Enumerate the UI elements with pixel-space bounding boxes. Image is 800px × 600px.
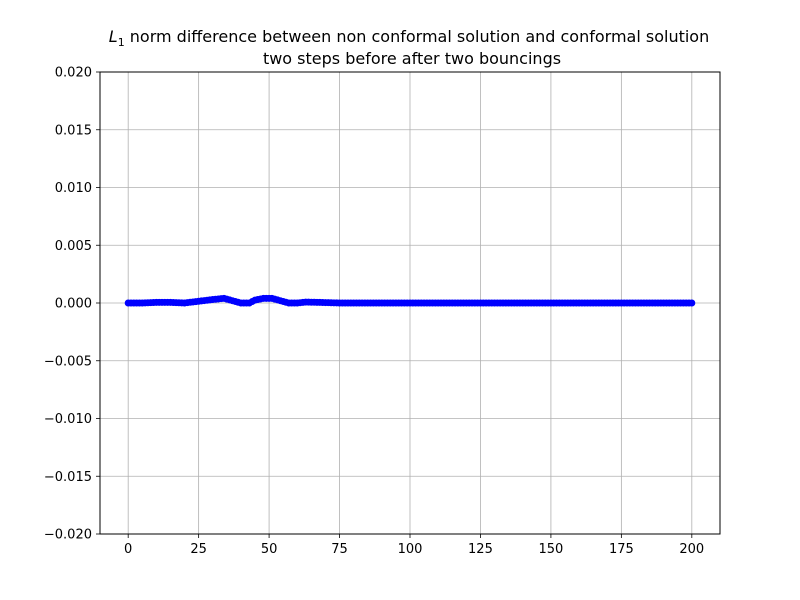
y-tick-label: 0.015: [55, 123, 92, 138]
title-line-1: L1 norm difference between non conformal…: [109, 27, 709, 49]
x-tick-label: 75: [331, 542, 348, 557]
x-tick-label: 150: [538, 542, 563, 557]
y-tick-label: −0.015: [44, 470, 92, 485]
title-rest: norm difference between non conformal so…: [125, 27, 710, 46]
title-symbol: L: [109, 27, 118, 46]
ticks: 0 25 50 75 100 125 150 175 200 −0.020 −0.015 −0.010…: [44, 66, 704, 558]
x-tick-label: 100: [398, 542, 423, 557]
title-line-2: two steps before after two bouncings: [263, 49, 561, 68]
y-tick-label: 0.020: [55, 66, 92, 81]
y-tick-label: −0.010: [44, 412, 92, 427]
x-tick-label: 0: [124, 542, 132, 557]
y-tick-label: 0.010: [55, 181, 92, 196]
data-point: [688, 299, 696, 307]
data-points: [124, 294, 696, 307]
y-tick-label: −0.005: [44, 354, 92, 369]
y-tick-label: 0.005: [55, 239, 92, 254]
chart-title: L1 norm difference between non conformal…: [109, 27, 709, 68]
x-tick-label: 125: [468, 542, 493, 557]
title-subscript: 1: [118, 36, 125, 49]
y-tick-label: 0.000: [55, 297, 92, 312]
x-tick-label: 200: [679, 542, 704, 557]
x-tick-label: 175: [609, 542, 634, 557]
y-tick-label: −0.020: [44, 528, 92, 543]
x-tick-label: 25: [190, 542, 207, 557]
x-tick-label: 50: [261, 542, 278, 557]
